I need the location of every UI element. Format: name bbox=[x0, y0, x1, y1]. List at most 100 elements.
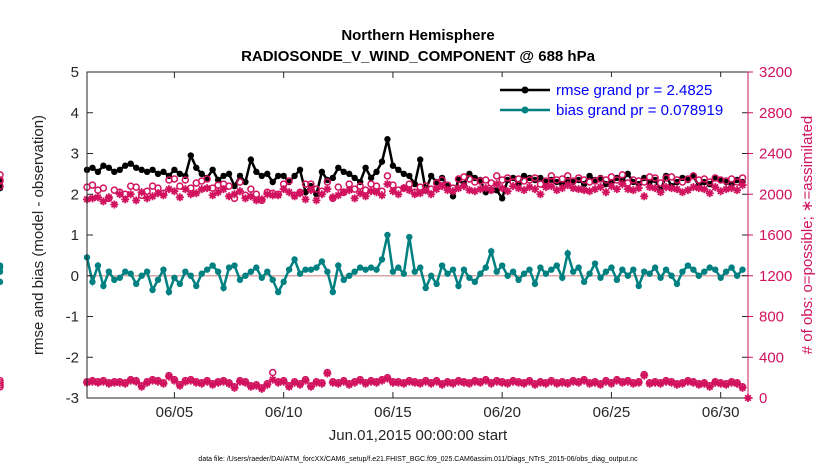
rmse-point bbox=[280, 172, 287, 180]
obs-assimilated-point bbox=[427, 190, 436, 199]
obs-assimilated-point bbox=[612, 376, 621, 385]
obs-assimilated-point bbox=[689, 378, 698, 387]
bias-point bbox=[433, 280, 440, 288]
obs-assimilated-point bbox=[339, 188, 348, 197]
bias-point bbox=[498, 262, 506, 269]
bias-point bbox=[340, 276, 347, 284]
obs-assimilated-point bbox=[279, 377, 288, 386]
obs-assimilated-point bbox=[328, 193, 337, 202]
rmse-point bbox=[411, 180, 418, 188]
obs-assimilated-point bbox=[683, 377, 692, 386]
obs-possible-point bbox=[492, 172, 501, 180]
obs-assimilated-point bbox=[711, 378, 720, 387]
bias-point bbox=[356, 264, 364, 271]
bias-point bbox=[733, 272, 741, 279]
bias-point bbox=[488, 248, 495, 255]
obs-assimilated-point bbox=[705, 382, 714, 391]
y-tick-label: 1 bbox=[71, 227, 79, 244]
rmse-point bbox=[132, 164, 140, 171]
obs-assimilated-point bbox=[334, 191, 343, 200]
obs-possible-point bbox=[640, 178, 648, 186]
rmse-point bbox=[717, 176, 724, 184]
obs-assimilated-point bbox=[465, 186, 474, 195]
obs-assimilated-point bbox=[345, 186, 354, 195]
x-tick-label: 06/30 bbox=[702, 404, 740, 421]
bias-point bbox=[346, 272, 353, 279]
obs-assimilated-point bbox=[574, 185, 583, 194]
y-tick-label: 4 bbox=[71, 105, 79, 122]
rmse-point bbox=[351, 174, 358, 182]
obs-assimilated-point bbox=[672, 380, 681, 389]
rmse-point bbox=[504, 176, 511, 184]
obs-assimilated-point bbox=[711, 183, 720, 192]
obs-assimilated-point bbox=[509, 182, 518, 191]
bias-point bbox=[318, 258, 326, 265]
bias-point bbox=[187, 272, 194, 279]
x-tick-label: 06/25 bbox=[593, 404, 631, 421]
obs-assimilated-point bbox=[143, 194, 152, 203]
legend: rmse grand pr = 2.4825 bias grand pr = 0… bbox=[492, 77, 740, 121]
bias-point bbox=[646, 270, 653, 277]
y2-tick-label: 0 bbox=[759, 390, 767, 407]
obs-assimilated-point bbox=[263, 380, 272, 389]
obs-possible-point bbox=[236, 178, 244, 186]
rmse-point bbox=[138, 166, 145, 173]
bias-point bbox=[438, 262, 446, 269]
bias-point bbox=[242, 272, 249, 279]
legend-rmse-label: rmse grand pr = 2.4825 bbox=[556, 82, 712, 99]
obs-possible-point bbox=[727, 175, 736, 183]
obs-assimilated-point bbox=[345, 380, 354, 389]
y2-tick-label: 1600 bbox=[759, 227, 792, 244]
obs-assimilated-point bbox=[126, 376, 135, 385]
obs-possible-point bbox=[487, 179, 495, 187]
obs-assimilated-point bbox=[492, 377, 501, 386]
obs-possible-point bbox=[558, 175, 567, 183]
obs-assimilated-point bbox=[361, 192, 370, 201]
obs-assimilated-point bbox=[235, 187, 244, 196]
obs-assimilated-point bbox=[377, 191, 386, 200]
obs-assimilated-point bbox=[585, 379, 594, 388]
rmse-point bbox=[712, 174, 719, 182]
obs-assimilated-point bbox=[498, 184, 507, 193]
obs-assimilated-point bbox=[678, 188, 687, 197]
bias-point bbox=[662, 266, 670, 273]
obs-assimilated-point bbox=[547, 182, 556, 191]
bias-point bbox=[389, 268, 397, 275]
obs-assimilated-point bbox=[607, 182, 616, 191]
bias-point bbox=[624, 272, 632, 279]
obs-assimilated-point bbox=[274, 378, 283, 387]
obs-assimilated-point bbox=[476, 185, 485, 194]
obs-possible-point bbox=[651, 174, 659, 182]
obs-assimilated-point bbox=[186, 190, 195, 199]
bias-point bbox=[182, 268, 189, 275]
rmse-point bbox=[346, 170, 353, 178]
obs-assimilated-point bbox=[99, 377, 108, 386]
obs-assimilated-point bbox=[356, 376, 365, 385]
obs-assimilated-point bbox=[449, 187, 458, 196]
y-tick-label: -2 bbox=[66, 349, 79, 366]
rmse-point bbox=[253, 168, 260, 176]
rmse-point bbox=[395, 166, 402, 173]
obs-assimilated-point bbox=[700, 379, 709, 388]
rmse-point bbox=[586, 172, 593, 180]
obs-assimilated-point bbox=[618, 378, 627, 387]
obs-assimilated-point bbox=[399, 184, 408, 193]
bias-point bbox=[143, 268, 151, 275]
obs-assimilated-point bbox=[137, 382, 146, 391]
bias-point bbox=[373, 266, 380, 273]
bias-point bbox=[329, 288, 337, 296]
obs-assimilated-point bbox=[181, 185, 190, 194]
y2-axis-label: # of obs: o=possible; ∗=assimilated bbox=[799, 116, 816, 355]
bias-point bbox=[367, 264, 375, 271]
obs-assimilated-point bbox=[164, 372, 173, 381]
bias-point bbox=[564, 250, 571, 257]
obs-assimilated-point bbox=[132, 377, 141, 386]
obs-assimilated-point bbox=[383, 374, 392, 383]
bias-point bbox=[706, 264, 713, 271]
obs-assimilated-point bbox=[214, 378, 223, 387]
bias-point bbox=[526, 266, 533, 273]
obs-assimilated-point bbox=[203, 184, 212, 193]
y2-zero-marker bbox=[744, 394, 752, 402]
bias-point bbox=[515, 276, 522, 284]
obs-assimilated-point bbox=[334, 379, 343, 388]
